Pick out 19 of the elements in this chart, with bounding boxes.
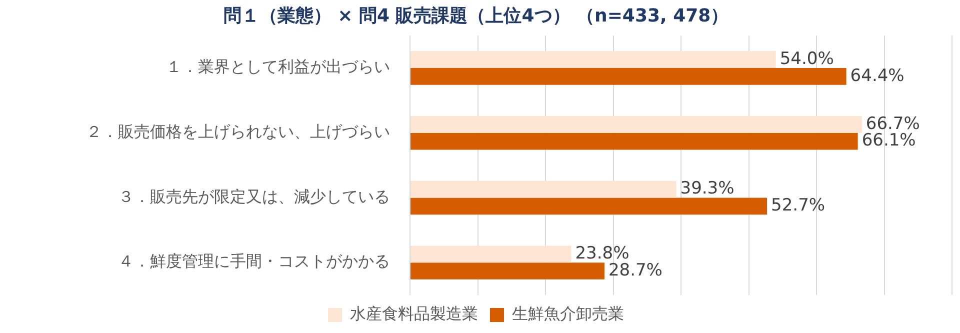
data-label: 52.7% xyxy=(771,196,826,216)
bar xyxy=(410,262,604,280)
bar xyxy=(410,180,676,198)
bar xyxy=(410,198,768,215)
legend-label: 水産食料品製造業 xyxy=(350,304,478,324)
bar xyxy=(410,51,776,68)
y-tick-label: ３．販売先が限定又は、減少している xyxy=(118,186,390,206)
y-tick-label: ４．鮮度管理に手間・コストがかかる xyxy=(118,252,390,271)
bar xyxy=(410,68,846,85)
y-tick-label: １．業界として利益が出づらい xyxy=(166,57,390,76)
legend-label: 生鮮魚介卸売業 xyxy=(512,304,624,324)
bar xyxy=(410,116,862,133)
data-label: 54.0% xyxy=(780,49,834,70)
y-tick-label: ２．販売価格を上げられない、上げづらい xyxy=(86,122,390,142)
data-label: 39.3% xyxy=(680,178,734,199)
bar xyxy=(410,132,858,150)
data-label: 64.4% xyxy=(850,66,904,86)
bar xyxy=(410,246,572,263)
chart-title: 問１（業態） × 問4 販売課題（上位4つ） （n=433, 478） xyxy=(223,5,729,26)
